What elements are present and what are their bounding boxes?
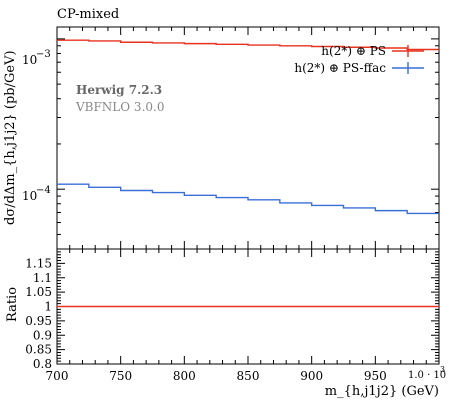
legend: h(2*) ⊕ PS h(2*) ⊕ PS-ffac xyxy=(294,44,424,75)
x-tick-label: 850 xyxy=(237,369,260,383)
ratio-y-tick-label: 1.1 xyxy=(33,271,52,285)
ratio-y-tick-label: 0.85 xyxy=(25,343,52,357)
y-tick-label-1e-4-exponent: −4 xyxy=(36,185,51,196)
x-tick-label: 800 xyxy=(173,369,196,383)
ratio-y-tick-label: 1.05 xyxy=(25,285,52,299)
ratio-y-tick-label: 0.95 xyxy=(25,314,52,328)
series-line-h2-ps-ffac xyxy=(57,183,439,215)
x-tick-label: 750 xyxy=(109,369,132,383)
series-line-h2-ps xyxy=(57,39,439,51)
ratio-y-tick-label: 0.9 xyxy=(33,328,52,342)
ratio-y-axis-label: Ratio xyxy=(5,287,20,322)
y-tick-label-1e-3-exponent: −3 xyxy=(36,49,51,60)
main-plot-series xyxy=(57,39,439,215)
x-tick-labels: 700 750 800 850 900 950 xyxy=(46,369,387,383)
ratio-y-tick-label: 0.8 xyxy=(33,357,52,371)
main-y-axis-label: dσ/dΔm_{h,j1j2} (pb/GeV) xyxy=(3,50,18,225)
y-tick-label-1e-4: 10 xyxy=(22,189,37,203)
ratio-y-tick-label: 1 xyxy=(44,300,52,314)
x-scale-factor: 1.0 · 10 xyxy=(408,370,446,381)
x-tick-label: 900 xyxy=(300,369,323,383)
y-tick-label-1e-3: 10 xyxy=(22,53,37,67)
chart-title: CP-mixed xyxy=(57,7,119,22)
legend-label-series-1: h(2*) ⊕ PS xyxy=(321,44,386,58)
legend-label-series-2: h(2*) ⊕ PS-ffac xyxy=(294,61,386,75)
generator-annotation-herwig: Herwig 7.2.3 xyxy=(76,83,162,97)
x-tick-label: 700 xyxy=(46,369,69,383)
ratio-y-tick-label: 1.15 xyxy=(25,256,52,270)
x-axis-label: m_{h,j1j2} (GeV) xyxy=(325,384,439,399)
generator-annotation-vbfnlo: VBFNLO 3.0.0 xyxy=(75,100,164,114)
x-scale-factor-exponent: 3 xyxy=(440,365,445,374)
main-axis-ticks xyxy=(56,27,440,250)
ratio-axis-ticks xyxy=(56,248,440,365)
x-tick-label: 950 xyxy=(364,369,387,383)
